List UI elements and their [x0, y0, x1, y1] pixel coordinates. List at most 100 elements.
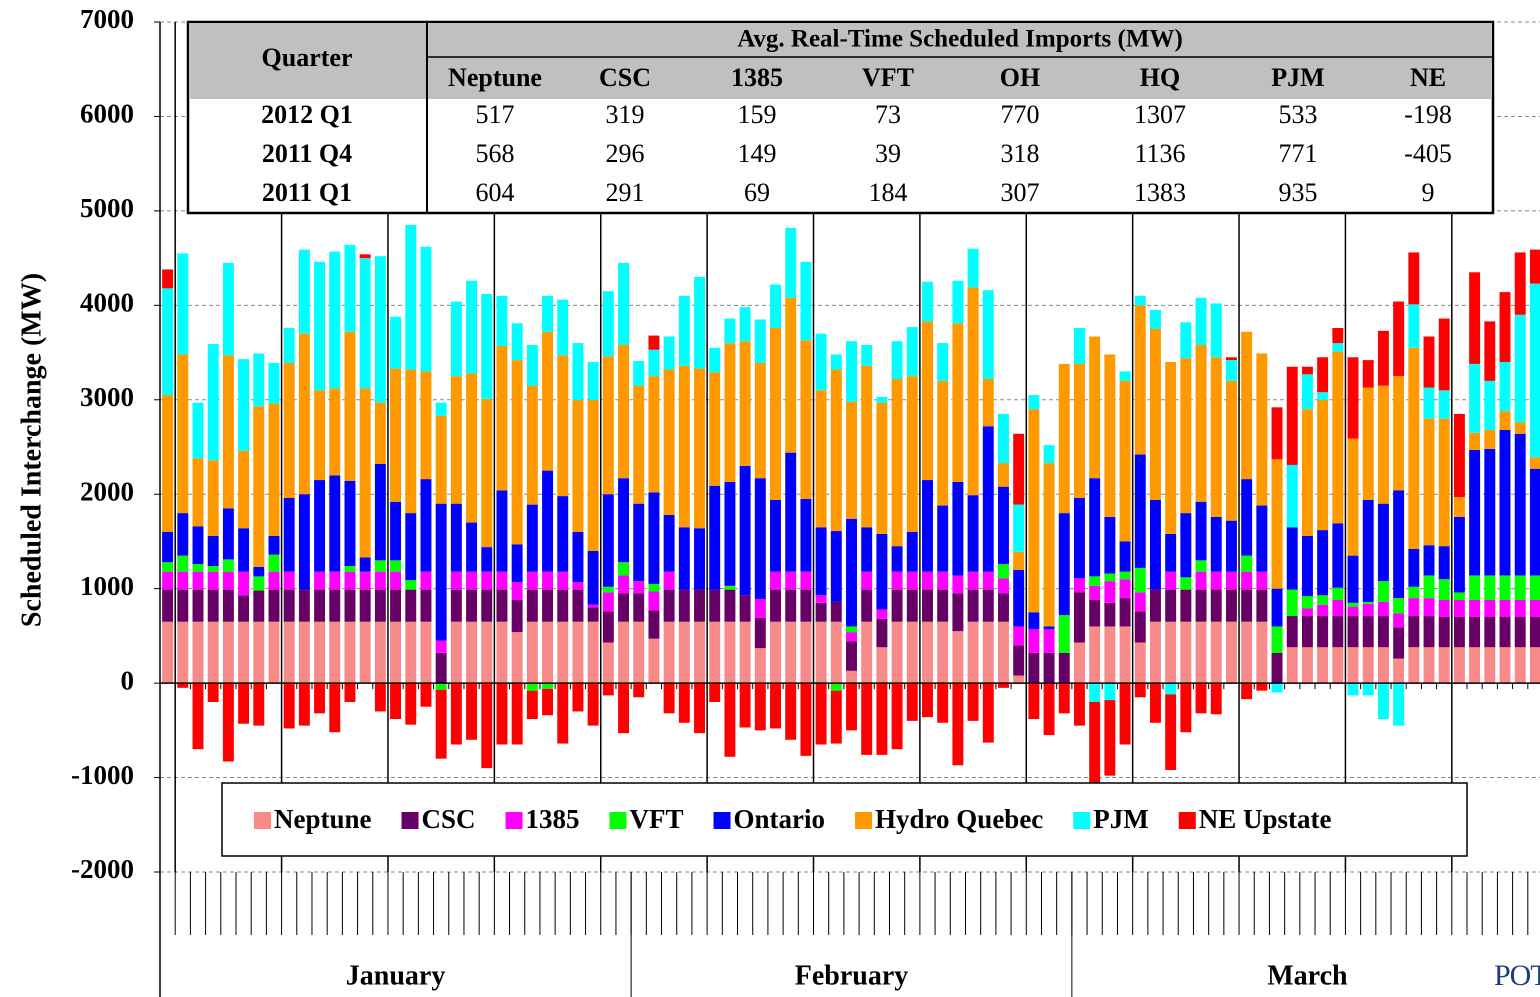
bar-segment	[800, 621, 812, 684]
y-tick-label: 0	[121, 665, 135, 695]
bar-segment	[268, 535, 280, 555]
bar-segment	[1499, 647, 1511, 684]
bar-segment	[876, 533, 888, 610]
bar-segment	[572, 399, 584, 532]
bar-segment	[329, 251, 341, 389]
bar-segment	[952, 280, 964, 324]
bar-segment	[952, 481, 964, 576]
bar-segment	[1438, 647, 1450, 684]
bar-segment	[1408, 549, 1420, 587]
bar-segment	[1271, 626, 1283, 653]
bar-segment	[602, 642, 614, 684]
bar-segment	[511, 600, 523, 633]
bar-segment	[1089, 478, 1101, 577]
month-label: March	[1267, 960, 1348, 991]
bar-segment	[1393, 613, 1405, 628]
bar-segment	[1377, 616, 1389, 648]
bar-segment	[1438, 390, 1450, 419]
bar-segment	[496, 295, 508, 346]
bar-segment	[1301, 616, 1313, 648]
table-column-header: PJM	[1271, 63, 1324, 92]
bar-segment	[754, 478, 766, 600]
bar-segment	[1195, 621, 1207, 684]
bar-segment	[678, 295, 690, 366]
bar-segment	[1377, 647, 1389, 684]
bar-segment	[1286, 616, 1298, 648]
bar-segment	[694, 683, 705, 734]
bar-segment	[1210, 589, 1222, 622]
bar-segment	[891, 621, 903, 684]
bar-segment	[800, 571, 812, 590]
bar-segment	[1104, 683, 1116, 701]
bar-segment	[572, 532, 584, 583]
bar-segment	[1529, 575, 1540, 600]
bar-segment	[1453, 516, 1465, 593]
bar-segment	[1180, 513, 1192, 578]
bar-segment	[1256, 353, 1268, 506]
bar-segment	[466, 280, 478, 374]
bar-segment	[633, 581, 645, 594]
bar-segment	[1484, 321, 1496, 381]
bar-segment	[633, 683, 645, 698]
bar-segment	[587, 621, 599, 684]
bar-segment	[663, 621, 675, 684]
bar-segment	[1499, 600, 1511, 617]
bar-segment	[1119, 683, 1131, 745]
bar-segment	[359, 388, 371, 558]
bar-segment	[876, 683, 888, 755]
bar-segment	[420, 246, 432, 372]
bar-segment	[450, 621, 462, 684]
bar-segment	[876, 609, 888, 619]
bar-segment	[1119, 380, 1131, 542]
bar-segment	[390, 683, 402, 719]
bar-segment	[511, 323, 523, 361]
table-cell: 149	[738, 139, 777, 168]
bar-segment	[253, 353, 265, 407]
table-header-bg	[189, 23, 1492, 99]
bar-segment	[906, 571, 918, 590]
bar-segment	[1453, 497, 1465, 517]
y-axis-title: Scheduled Interchange (MW)	[16, 273, 47, 627]
bar-segment	[390, 368, 402, 502]
bar-segment	[922, 683, 933, 718]
bar-segment	[1347, 357, 1359, 439]
bar-segment	[1529, 468, 1540, 576]
bar-segment	[253, 406, 265, 567]
bar-segment	[1165, 589, 1177, 622]
bar-segment	[1271, 683, 1283, 693]
bar-segment	[739, 683, 751, 728]
bar-segment	[344, 621, 356, 684]
bar-segment	[1423, 545, 1435, 576]
bar-segment	[207, 683, 219, 702]
bar-segment	[1089, 683, 1101, 702]
bar-segment	[496, 345, 508, 491]
bar-segment	[1241, 589, 1253, 622]
bar-segment	[222, 621, 234, 684]
bar-segment	[754, 648, 766, 684]
bar-segment	[1149, 683, 1161, 723]
bar-segment	[1134, 683, 1146, 698]
bar-segment	[481, 547, 493, 572]
bar-segment	[1514, 600, 1526, 617]
bar-segment	[1469, 432, 1481, 450]
bar-segment	[1119, 541, 1131, 572]
bar-segment	[1347, 438, 1359, 556]
bar-segment	[466, 373, 478, 523]
bar-segment	[1469, 575, 1481, 600]
bar-segment	[891, 379, 903, 547]
bar-segment	[496, 571, 508, 590]
bar-segment	[1393, 683, 1405, 726]
bar-segment	[268, 621, 280, 684]
bar-segment	[374, 571, 386, 590]
bar-segment	[283, 589, 295, 622]
bar-segment	[906, 621, 918, 684]
bar-segment	[1104, 581, 1116, 603]
bar-segment	[1332, 523, 1344, 588]
bar-segment	[1058, 652, 1070, 684]
bar-segment	[466, 522, 478, 572]
bar-segment	[344, 683, 356, 702]
bar-segment	[830, 621, 842, 684]
bar-segment	[633, 593, 645, 622]
bar-segment	[678, 683, 690, 723]
bar-segment	[435, 683, 447, 690]
